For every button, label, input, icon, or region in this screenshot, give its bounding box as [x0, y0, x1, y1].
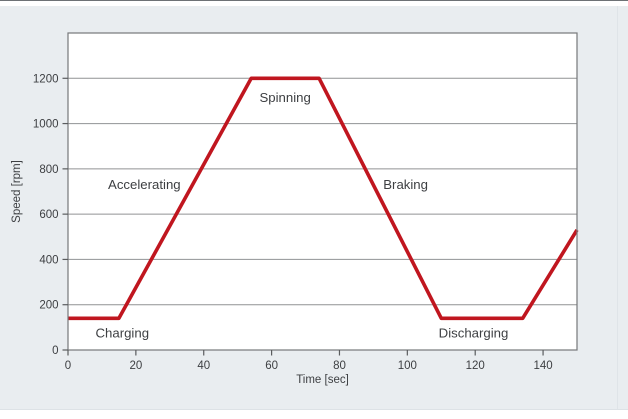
annotation-spinning: Spinning [260, 90, 311, 105]
x-tick-label: 100 [398, 360, 417, 372]
annotation-discharging: Discharging [439, 326, 509, 341]
y-tick-label: 1200 [33, 73, 59, 85]
annotation-accelerating: Accelerating [108, 177, 181, 192]
y-tick-label: 200 [39, 300, 58, 312]
annotation-charging: Charging [96, 326, 150, 341]
x-tick-label: 120 [466, 360, 485, 372]
annotation-braking: Braking [383, 177, 428, 192]
chart-line-flywheel-speed-profile [68, 76, 579, 321]
y-axis-title: Speed [rpm] [11, 160, 23, 223]
panel-right-divider [617, 6, 618, 409]
y-tick-label: 0 [52, 345, 58, 357]
x-tick-label: 80 [333, 360, 346, 372]
y-tick-label: 800 [39, 164, 58, 176]
window-top-edge [0, 0, 628, 1]
y-tick-label: 400 [39, 254, 58, 266]
x-tick-label: 40 [197, 360, 210, 372]
x-tick-label: 140 [533, 360, 552, 372]
y-tick-label: 600 [39, 209, 58, 221]
plot-border [67, 32, 578, 351]
x-axis-title: Time [sec] [296, 374, 349, 386]
x-tick-label: 60 [265, 360, 278, 372]
y-tick-label: 1000 [33, 119, 59, 131]
x-tick-label: 20 [129, 360, 142, 372]
x-tick-label: 0 [65, 360, 71, 372]
